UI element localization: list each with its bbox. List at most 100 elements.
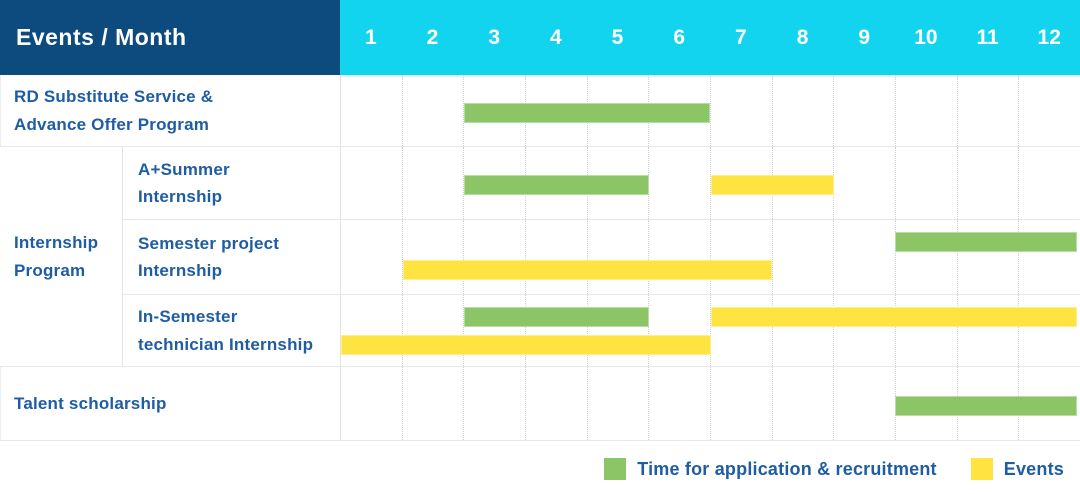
month-header-cell: 4 (550, 25, 562, 49)
row-grid (340, 295, 1080, 367)
gantt-bar-green (464, 102, 711, 123)
grid-cell (341, 75, 402, 146)
grid-cell (341, 367, 402, 440)
grid-cell (833, 295, 895, 366)
row-grid (340, 147, 1080, 220)
grid-cell (463, 75, 525, 146)
row-grid (340, 220, 1080, 295)
grid-cell (833, 75, 895, 146)
grid-cell (833, 220, 895, 294)
row-label-line: Talent scholarship (14, 393, 167, 413)
grid-cell (648, 220, 710, 294)
gantt-row: RD Substitute Service & Advance Offer Pro… (0, 75, 1080, 147)
grid-cell (956, 75, 1019, 146)
grid-cell (341, 295, 402, 366)
grid-cell (956, 147, 1019, 219)
grid-cell (341, 147, 402, 219)
gantt-row: Talent scholarship (0, 367, 1080, 441)
row-label-line: A+Summer (138, 159, 230, 179)
grid-cell (463, 147, 525, 219)
grid-cell (833, 147, 895, 219)
legend-swatch-yellow (970, 458, 993, 480)
grid-cell (525, 295, 587, 366)
row-label: A+Summer Internship (123, 147, 340, 220)
legend-label-yellow: Events (1003, 458, 1064, 479)
row-label-line: Semester project (138, 233, 280, 253)
month-header-cell: 10 (914, 25, 938, 49)
month-header-cell: 2 (426, 25, 439, 49)
gantt-body: RD Substitute Service & Advance Offer Pro… (0, 75, 1080, 441)
month-header-cell: 7 (735, 25, 747, 49)
corner-cell: Events / Month (0, 0, 340, 75)
row-label: Talent scholarship (0, 367, 340, 441)
gantt-bar-yellow (710, 175, 834, 195)
grid-cell (1018, 147, 1080, 219)
grid-cell (956, 220, 1019, 294)
grid-cell (586, 220, 649, 294)
grid-cell (463, 295, 525, 366)
grid-cell (895, 220, 957, 294)
gantt-bar-green (895, 395, 1077, 416)
row-label: Semester project Internship (123, 220, 340, 295)
legend-label-green: Time for application & recruitment (637, 458, 937, 479)
month-header-cell: 8 (796, 25, 809, 49)
grid-cell (710, 295, 772, 366)
grid-cell (1018, 220, 1080, 294)
grid-cell (341, 220, 402, 294)
gantt-row: In-Semester technician Internship (0, 295, 1080, 367)
row-label-line: Internship (138, 187, 223, 206)
gantt-row: Semester project Internship (0, 220, 1080, 295)
month-header-cell: 6 (673, 25, 686, 49)
grid-cell (401, 75, 464, 146)
grid-cell (648, 147, 710, 219)
month-header-cell: 5 (611, 25, 624, 49)
gantt-bar-green (464, 307, 649, 327)
grid-cell (895, 295, 957, 366)
grid-cell (1018, 75, 1080, 146)
gantt-bar-green (895, 232, 1077, 252)
grid-cell (586, 367, 649, 440)
month-header-cell: 3 (488, 25, 501, 49)
group-cell: Internship Program (0, 147, 123, 367)
header-row: Events / Month 1 2 3 4 5 6 7 8 9 10 11 12 (0, 0, 1080, 75)
row-label-line: technician Internship (138, 334, 314, 354)
gantt-bar-yellow (402, 260, 773, 280)
gantt-bar-yellow (710, 307, 1077, 327)
grid-cell (463, 220, 525, 294)
row-grid (340, 367, 1080, 441)
corner-label: Events / Month (16, 24, 187, 50)
grid-cell (1018, 295, 1080, 366)
row-label-line: Internship (138, 261, 223, 280)
grid-cell (463, 367, 525, 440)
grid-cell (771, 367, 834, 440)
grid-cell (525, 367, 587, 440)
grid-cell (710, 75, 772, 146)
grid-cell (401, 367, 464, 440)
gantt-bar-green (464, 175, 649, 195)
grid-cell (586, 295, 649, 366)
row-label-line: Advance Offer Program (14, 114, 210, 134)
grid-cell (895, 75, 957, 146)
grid-cell (956, 295, 1019, 366)
grid-cell (525, 220, 587, 294)
grid-cell (771, 75, 834, 146)
grid-cell (401, 295, 464, 366)
legend-swatch-green (604, 458, 627, 480)
month-header-cell: 1 (364, 25, 377, 49)
month-header-cell: 12 (1037, 25, 1061, 49)
row-label: RD Substitute Service & Advance Offer Pro… (0, 75, 340, 147)
group-label-line: Program (14, 260, 86, 280)
grid-cell (710, 367, 772, 440)
month-header-cell: 9 (858, 25, 871, 49)
grid-cell (771, 220, 834, 294)
month-header: 1 2 3 4 5 6 7 8 9 10 11 12 (340, 0, 1080, 75)
row-label-line: RD Substitute Service & (14, 87, 214, 107)
gantt-row: A+Summer Internship (0, 147, 1080, 220)
month-header-cell: 11 (976, 25, 999, 49)
grid-cell (771, 295, 834, 366)
row-label-line: In-Semester (138, 307, 238, 327)
grid-cell (401, 147, 464, 219)
gantt-bar-yellow (341, 335, 711, 355)
legend: Time for application & recruitment Event… (604, 456, 1064, 482)
